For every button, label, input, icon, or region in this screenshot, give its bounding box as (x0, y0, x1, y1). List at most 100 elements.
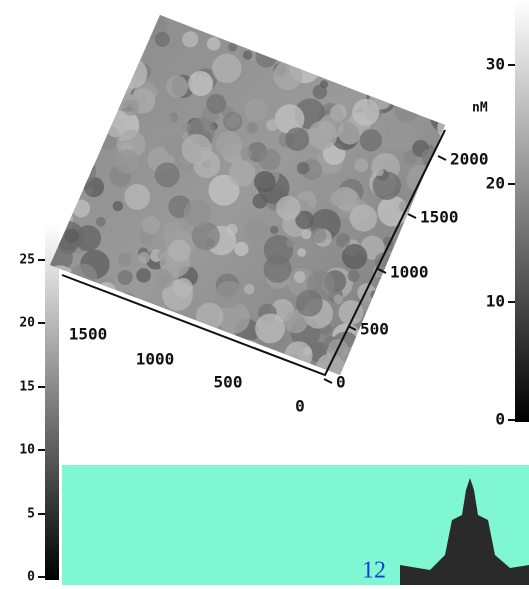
grain (430, 244, 456, 270)
grain (155, 162, 180, 187)
right-colorbar (515, 0, 529, 422)
grain (66, 37, 84, 55)
left-tick-label: 5 (27, 507, 35, 522)
grain (70, 43, 79, 52)
grain (321, 18, 345, 42)
grain (166, 76, 188, 98)
grain (104, 32, 119, 47)
grain (375, 49, 395, 69)
grain (415, 338, 432, 355)
grain (244, 284, 255, 295)
grain (347, 49, 363, 65)
grain (240, 18, 259, 37)
grain (244, 17, 255, 28)
grain (440, 40, 463, 63)
grain (420, 316, 451, 347)
surface-left-tick-label: 1500 (69, 325, 108, 344)
grain (116, 58, 147, 89)
grain (301, 50, 321, 70)
grain (52, 89, 65, 102)
grain (220, 11, 244, 35)
grain (64, 112, 87, 135)
grain (35, 199, 44, 208)
grain (123, 99, 139, 115)
grain (87, 92, 111, 116)
grain (155, 32, 170, 47)
grain (95, 305, 112, 322)
grain (39, 85, 48, 94)
grain (110, 37, 141, 68)
grain (311, 228, 327, 244)
grain (352, 65, 379, 92)
grain (336, 233, 350, 247)
grain (32, 50, 50, 68)
grain (92, 126, 100, 134)
grain (413, 22, 430, 39)
surface-left-tick-label: 1000 (136, 350, 175, 369)
grain (301, 229, 311, 239)
grain (354, 350, 374, 370)
grain (422, 303, 433, 314)
grain (213, 337, 232, 356)
surface-right-tick-label: 2000 (450, 150, 489, 169)
grain (81, 67, 95, 81)
afm-figure: 12 nM 2520151050302010020001500100050001… (0, 0, 529, 585)
grain (266, 119, 278, 131)
grain (432, 263, 444, 275)
grain (273, 61, 302, 90)
surface-right-tick-label: 1000 (390, 263, 429, 282)
grain (401, 22, 415, 36)
grain (69, 110, 98, 139)
grain (276, 196, 300, 220)
grain (330, 191, 345, 206)
grain (228, 42, 237, 51)
grain (434, 19, 445, 30)
grain (59, 133, 78, 152)
grain (113, 201, 123, 211)
grain (390, 337, 412, 359)
grain (138, 252, 150, 264)
grain (104, 77, 119, 92)
grain (131, 314, 159, 342)
grain (289, 2, 316, 29)
grain (395, 98, 419, 122)
grain (372, 69, 382, 79)
grain (414, 0, 445, 30)
grain (445, 316, 457, 328)
grain (240, 147, 252, 159)
grain (212, 54, 242, 84)
right-tick-label: 20 (486, 174, 505, 193)
grain (348, 270, 360, 282)
grain (445, 74, 468, 97)
grain (115, 149, 140, 174)
grain (342, 244, 367, 269)
grain (363, 71, 385, 93)
grain (406, 50, 420, 64)
grain (259, 148, 281, 170)
grain (447, 80, 470, 103)
left-tick-label: 25 (19, 253, 35, 268)
grain (446, 128, 458, 140)
grain (437, 116, 460, 139)
tick (324, 379, 332, 383)
tick (438, 156, 446, 160)
grain (88, 44, 106, 62)
left-tick-label: 20 (19, 316, 35, 331)
surface-left-tick-label: 0 (295, 397, 305, 416)
grain (430, 102, 462, 134)
surface-left-tick-label: 500 (214, 373, 243, 392)
grain (296, 290, 323, 317)
grain (279, 2, 296, 19)
grain (426, 272, 447, 293)
grain (373, 171, 401, 199)
grain (247, 123, 258, 134)
grain (430, 6, 456, 32)
grain (106, 118, 125, 137)
grain (199, 356, 216, 373)
grain (243, 50, 253, 60)
grain (434, 31, 446, 43)
grain (42, 213, 50, 221)
grain (185, 334, 208, 357)
surface-right-tick-label: 500 (360, 320, 389, 339)
grain (90, 120, 110, 140)
